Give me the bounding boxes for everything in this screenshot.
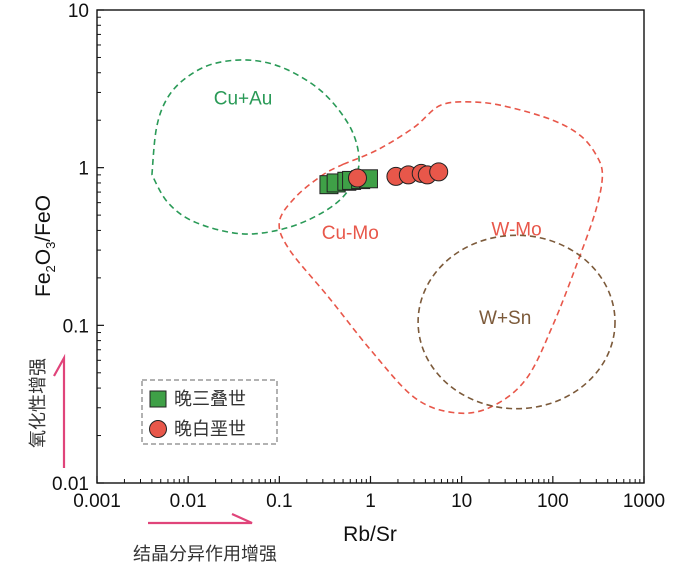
region-label-w-sn: W+Sn (479, 308, 531, 329)
legend: 晚三叠世 晚白垩世 (141, 379, 278, 445)
y-tick-label: 0.01 (52, 474, 89, 495)
y-tick-label: 0.1 (63, 316, 89, 337)
points-layer (319, 162, 449, 195)
regions-layer: Cu+Au Cu-Mo W-Mo W+Sn (151, 59, 616, 415)
region-label-cu-mo: Cu-Mo (322, 223, 379, 244)
legend-box (141, 379, 278, 445)
oxidation-annotation: 氧化性增强 (28, 353, 66, 468)
region-label-cu-au: Cu+Au (214, 89, 273, 110)
fractionation-text: 结晶分异作用增强 (133, 544, 277, 565)
data-point-late-cretaceous (347, 168, 367, 188)
plot-frame (96, 9, 645, 484)
x-tick-label: 10 (451, 491, 472, 512)
legend-square-marker (149, 390, 167, 408)
x-tick-label: 0.01 (170, 491, 207, 512)
x-tick-label: 0.1 (266, 491, 292, 512)
x-tick-label: 1000 (623, 491, 665, 512)
legend-label-late-cretaceous: 晚白垩世 (174, 419, 246, 440)
x-axis-title: Rb/Sr (343, 523, 397, 546)
x-tick-label: 1 (365, 491, 376, 512)
oxidation-text: 氧化性增强 (28, 358, 49, 448)
region-boundary-w-sn (417, 234, 616, 410)
legend-circle-marker (149, 420, 167, 438)
region-boundary-cu-mo (278, 100, 604, 415)
region-boundary-cu-au (151, 59, 360, 235)
y-tick-label: 1 (78, 159, 89, 180)
x-tick-label: 100 (537, 491, 569, 512)
fractionation-arrow (148, 512, 253, 525)
x-tick-label: 0.001 (73, 491, 121, 512)
fractionation-annotation: 结晶分异作用增强 (133, 512, 277, 565)
legend-label-late-triassic: 晚三叠世 (174, 389, 246, 410)
y-tick-label: 10 (68, 1, 89, 22)
data-point-late-cretaceous (429, 162, 449, 182)
y-axis-title: Fe2O3/FeO (32, 195, 58, 297)
oxidation-arrow (53, 353, 66, 468)
region-label-w-mo: W-Mo (491, 219, 541, 240)
